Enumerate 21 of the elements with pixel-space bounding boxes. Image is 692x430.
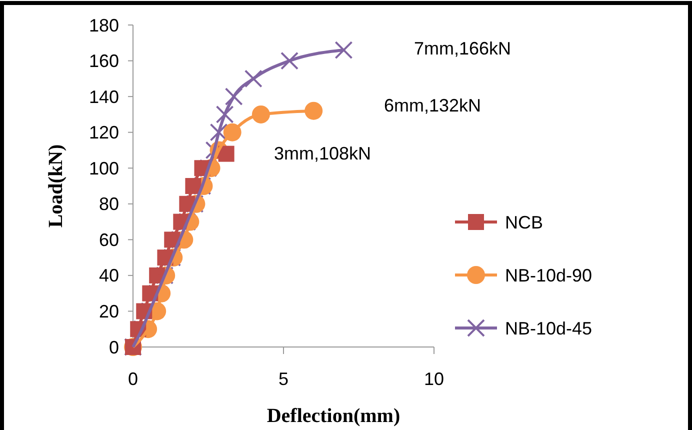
y-tick-label: 160	[88, 51, 119, 72]
annotation: 7mm,166kN	[414, 38, 512, 58]
x-tick-label: 10	[424, 369, 444, 389]
y-tick-label: 140	[88, 86, 119, 107]
y-tick-label: 0	[108, 337, 119, 358]
y-tick-label: 40	[98, 266, 119, 286]
legend-label: NCB	[505, 212, 544, 232]
annotation: 6mm,132kN	[384, 95, 482, 116]
y-tick-label: 60	[98, 230, 119, 250]
y-axis-title: Load(kN)	[45, 144, 67, 228]
legend-label: NB-10d-45	[505, 318, 592, 338]
annotation: 3mm,108kN	[274, 143, 372, 164]
x-axis-title: Deflection(mm)	[266, 405, 400, 427]
y-tick-label: 80	[98, 194, 119, 214]
y-tick-label: 20	[98, 302, 119, 322]
x-tick-label: 0	[128, 369, 138, 389]
x-tick-label: 5	[278, 369, 289, 389]
legend-label: NB-10d-90	[505, 265, 592, 286]
y-tick-label: 120	[88, 122, 119, 143]
y-tick-label: 180	[88, 15, 119, 36]
y-tick-label: 100	[88, 158, 119, 178]
